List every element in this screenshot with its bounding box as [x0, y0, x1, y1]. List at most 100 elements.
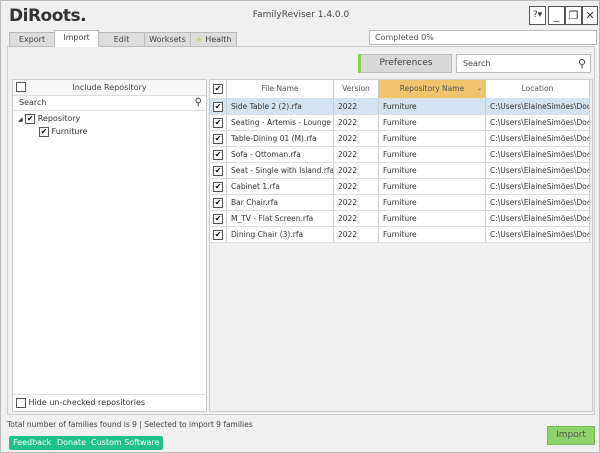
table-row[interactable]: ✔ Side Table 2 (2).rfa 2022 Furniture C:\Use…	[210, 99, 590, 115]
repository-checkbox[interactable]: ✔	[25, 113, 36, 124]
include-repository-header: Include Repository	[13, 80, 206, 96]
table-row[interactable]: ✔ Seat - Single with Island.rfa 2022 Furnit…	[210, 163, 590, 179]
cell-repository: Furniture	[379, 163, 486, 178]
row-check-cell[interactable]: ✔	[210, 179, 227, 194]
tab-edit[interactable]: Edit	[98, 32, 145, 47]
row-checkbox[interactable]: ✔	[213, 118, 223, 128]
diroots-logo: DiRoots.	[9, 6, 87, 26]
restore-button[interactable]: ❐	[565, 6, 582, 25]
cell-location: C:\Users\ElaineSimões\Docu	[486, 179, 590, 194]
custom-software-button[interactable]: Custom Software	[87, 436, 164, 450]
row-check-cell[interactable]: ✔	[210, 147, 227, 162]
cell-version: 2022	[334, 227, 379, 242]
progress-bar: Completed 0%	[369, 30, 597, 45]
cell-file-name: Bar Chair.rfa	[227, 195, 334, 210]
cell-repository: Furniture	[379, 211, 486, 226]
row-checkbox[interactable]: ✔	[213, 166, 223, 176]
table-row[interactable]: ✔ Bar Chair.rfa 2022 Furniture C:\Users\Elai…	[210, 195, 590, 211]
repository-panel: Include Repository Search ⚲ ◢ ✔ Reposito…	[12, 79, 207, 412]
cell-location: C:\Users\ElaineSimões\Docu	[486, 211, 590, 226]
tab-import[interactable]: Import	[54, 30, 99, 47]
select-all-cell[interactable]: ✔	[210, 80, 227, 98]
tab-health[interactable]: ★ Health	[190, 32, 237, 47]
row-checkbox[interactable]: ✔	[213, 198, 223, 208]
column-version[interactable]: Version	[334, 80, 379, 98]
table-row[interactable]: ✔ Sofa - Ottoman.rfa 2022 Furniture C:\Users…	[210, 147, 590, 163]
cell-file-name: Table-Dining 01 (M).rfa	[227, 131, 334, 146]
row-checkbox[interactable]: ✔	[213, 150, 223, 160]
cell-version: 2022	[334, 115, 379, 130]
row-checkbox[interactable]: ✔	[213, 214, 223, 224]
table-row[interactable]: ✔ Table-Dining 01 (M).rfa 2022 Furniture C:\…	[210, 131, 590, 147]
import-button[interactable]: Import	[547, 426, 595, 445]
hide-unchecked-toggle[interactable]: Hide un-checked repositories	[13, 394, 206, 411]
preferences-button[interactable]: Preferences	[358, 54, 452, 73]
table-row[interactable]: ✔ Dining Chair (3).rfa 2022 Furniture C:\Use…	[210, 227, 590, 243]
grid-header: ✔ File Name Version Repository Name ⌄ Loc…	[210, 80, 590, 99]
row-check-cell[interactable]: ✔	[210, 195, 227, 210]
cell-repository: Furniture	[379, 131, 486, 146]
cell-file-name: Dining Chair (3).rfa	[227, 227, 334, 242]
row-check-cell[interactable]: ✔	[210, 99, 227, 114]
search-icon: ⚲	[194, 97, 202, 108]
row-check-cell[interactable]: ✔	[210, 131, 227, 146]
sort-chevron-icon: ⌄	[476, 85, 482, 92]
furniture-checkbox[interactable]: ✔	[39, 126, 49, 137]
cell-repository: Furniture	[379, 179, 486, 194]
cell-file-name: Side Table 2 (2).rfa	[227, 99, 334, 114]
cell-version: 2022	[334, 163, 379, 178]
row-checkbox[interactable]: ✔	[213, 134, 223, 144]
row-checkbox[interactable]: ✔	[213, 230, 223, 240]
cell-location: C:\Users\ElaineSimões\Docu	[486, 195, 590, 210]
repository-tree-item[interactable]: ✔ Furniture	[39, 126, 88, 137]
table-row[interactable]: ✔ Cabinet 1.rfa 2022 Furniture C:\Users\Elai…	[210, 179, 590, 195]
cell-version: 2022	[334, 131, 379, 146]
cell-location: C:\Users\ElaineSimões\Docu	[486, 131, 590, 146]
cell-version: 2022	[334, 99, 379, 114]
families-grid: ✔ File Name Version Repository Name ⌄ Loc…	[209, 79, 593, 412]
help-button[interactable]: ?▾	[529, 6, 546, 25]
row-check-cell[interactable]: ✔	[210, 115, 227, 130]
column-file-name[interactable]: File Name	[227, 80, 334, 98]
cell-version: 2022	[334, 195, 379, 210]
column-location[interactable]: Location	[486, 80, 590, 98]
repository-tree-item[interactable]: ◢ ✔ Repository	[18, 113, 81, 124]
minimize-button[interactable]: _	[548, 6, 565, 25]
window-title: FamilyReviser 1.4.0.0	[252, 10, 350, 20]
star-icon: ★	[195, 35, 203, 44]
close-button[interactable]: ✕	[582, 6, 598, 25]
row-check-cell[interactable]: ✔	[210, 211, 227, 226]
cell-file-name: M_TV - Flat Screen.rfa	[227, 211, 334, 226]
table-row[interactable]: ✔ M_TV - Flat Screen.rfa 2022 Furniture C:\U…	[210, 211, 590, 227]
tab-export[interactable]: Export	[9, 32, 55, 47]
row-checkbox[interactable]: ✔	[213, 102, 223, 112]
cell-repository: Furniture	[379, 195, 486, 210]
donate-button[interactable]: Donate	[53, 436, 91, 450]
cell-location: C:\Users\ElaineSimões\Docu	[486, 163, 590, 178]
cell-repository: Furniture	[379, 147, 486, 162]
cell-file-name: Cabinet 1.rfa	[227, 179, 334, 194]
status-text: Total number of families found is 9 | Se…	[7, 420, 253, 429]
cell-version: 2022	[334, 179, 379, 194]
table-row[interactable]: ✔ Seating - Artemis - Lounge ch 2022 Furnit…	[210, 115, 590, 131]
row-check-cell[interactable]: ✔	[210, 163, 227, 178]
row-check-cell[interactable]: ✔	[210, 227, 227, 242]
cell-repository: Furniture	[379, 227, 486, 242]
column-repository-name[interactable]: Repository Name ⌄	[379, 80, 486, 98]
expand-triangle-icon[interactable]: ◢	[18, 116, 23, 123]
search-input[interactable]: Search ⚲	[456, 54, 591, 73]
repository-search-input[interactable]: Search ⚲	[13, 96, 206, 111]
cell-version: 2022	[334, 211, 379, 226]
cell-file-name: Seating - Artemis - Lounge ch	[227, 115, 334, 130]
cell-location: C:\Users\ElaineSimões\Docu	[486, 99, 590, 114]
search-icon: ⚲	[577, 57, 586, 70]
select-all-checkbox[interactable]: ✔	[213, 84, 223, 94]
cell-repository: Furniture	[379, 115, 486, 130]
feedback-button[interactable]: Feedback	[9, 436, 56, 450]
tab-worksets[interactable]: Worksets	[144, 32, 191, 47]
hide-unchecked-checkbox[interactable]	[16, 397, 26, 408]
cell-location: C:\Users\ElaineSimões\Docu	[486, 227, 590, 242]
include-all-checkbox[interactable]	[16, 82, 26, 92]
row-checkbox[interactable]: ✔	[213, 182, 223, 192]
cell-version: 2022	[334, 147, 379, 162]
